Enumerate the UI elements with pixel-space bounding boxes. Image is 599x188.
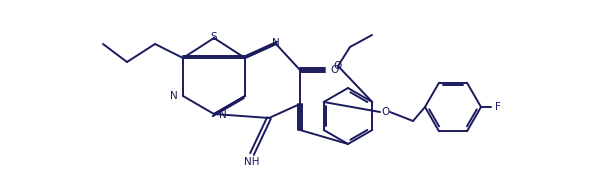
Text: S: S bbox=[211, 32, 217, 42]
Text: O: O bbox=[381, 107, 389, 117]
Text: N: N bbox=[219, 110, 227, 120]
Text: O: O bbox=[334, 61, 342, 71]
Text: NH: NH bbox=[244, 157, 260, 167]
Text: N: N bbox=[170, 91, 178, 101]
Text: F: F bbox=[495, 102, 501, 112]
Text: N: N bbox=[272, 38, 280, 48]
Text: O: O bbox=[330, 65, 338, 75]
